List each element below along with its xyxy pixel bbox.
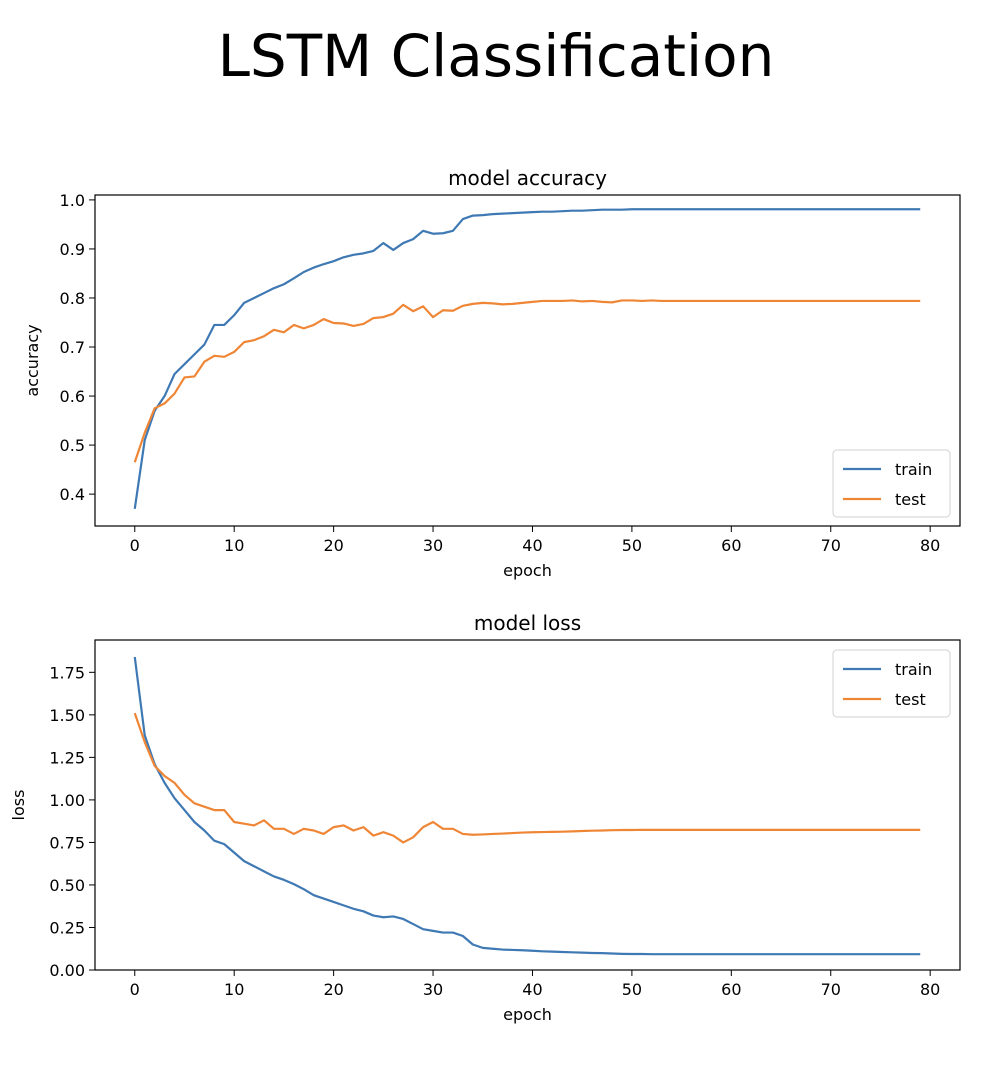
y-tick-label: 1.0 <box>60 191 85 210</box>
legend-box <box>832 649 951 718</box>
y-tick-label: 0.8 <box>60 289 85 308</box>
x-tick-label: 30 <box>423 536 443 555</box>
chart-1: model loss 0 10 20 30 40 50 60 70 80 0.00 0.25 0.50 0… <box>9 611 961 1024</box>
chart-0: model accuracy 0 10 20 30 40 50 60 70 80 0.4 0.5 0.6… <box>23 166 961 580</box>
y-tick-label: 0.25 <box>49 918 85 937</box>
chart-title: model loss <box>474 611 581 635</box>
y-tick-label: 1.75 <box>49 663 85 682</box>
x-tick-label: 70 <box>821 980 841 999</box>
x-tick-label: 50 <box>622 980 642 999</box>
x-tick-label: 80 <box>920 536 940 555</box>
x-axis-label: epoch <box>503 1005 552 1024</box>
y-tick-label: 0.00 <box>49 961 85 980</box>
x-tick-label: 60 <box>721 980 741 999</box>
legend-label-train: train <box>895 460 932 479</box>
x-tick-label: 80 <box>920 980 940 999</box>
axes-frame <box>94 639 961 971</box>
series-line-train <box>133 208 921 509</box>
x-axis-label: epoch <box>503 561 552 580</box>
x-tick-label: 10 <box>224 536 244 555</box>
x-tick-label: 30 <box>423 980 443 999</box>
x-tick-label: 0 <box>130 980 140 999</box>
legend-label-test: test <box>895 490 926 509</box>
x-tick-label: 20 <box>323 536 343 555</box>
y-tick-label: 0.50 <box>49 876 85 895</box>
y-tick-label: 0.7 <box>60 338 85 357</box>
series-line-test <box>133 299 921 463</box>
x-tick-label: 0 <box>130 536 140 555</box>
y-tick-label: 1.25 <box>49 748 85 767</box>
legend-label-test: test <box>895 690 926 709</box>
axes-frame <box>94 194 961 527</box>
legend-box <box>832 449 951 518</box>
y-tick-label: 1.50 <box>49 706 85 725</box>
x-tick-label: 20 <box>323 980 343 999</box>
x-tick-label: 70 <box>821 536 841 555</box>
y-axis-label: loss <box>9 790 28 821</box>
y-tick-label: 0.9 <box>60 240 85 259</box>
x-tick-label: 60 <box>721 536 741 555</box>
series-line-test <box>133 712 921 844</box>
legend: train test <box>832 649 951 718</box>
x-tick-label: 40 <box>522 980 542 999</box>
figure-title: LSTM Classification <box>217 22 775 90</box>
legend-label-train: train <box>895 660 932 679</box>
y-axis-label: accuracy <box>23 324 42 396</box>
x-tick-label: 40 <box>522 536 542 555</box>
y-tick-label: 1.00 <box>49 791 85 810</box>
y-tick-label: 0.5 <box>60 436 85 455</box>
x-tick-label: 10 <box>224 980 244 999</box>
y-tick-label: 0.75 <box>49 833 85 852</box>
x-tick-label: 50 <box>622 536 642 555</box>
legend: train test <box>832 449 951 518</box>
chart-title: model accuracy <box>448 166 607 190</box>
y-tick-label: 0.6 <box>60 387 85 406</box>
y-tick-label: 0.4 <box>60 485 85 504</box>
series-line-train <box>133 656 921 956</box>
